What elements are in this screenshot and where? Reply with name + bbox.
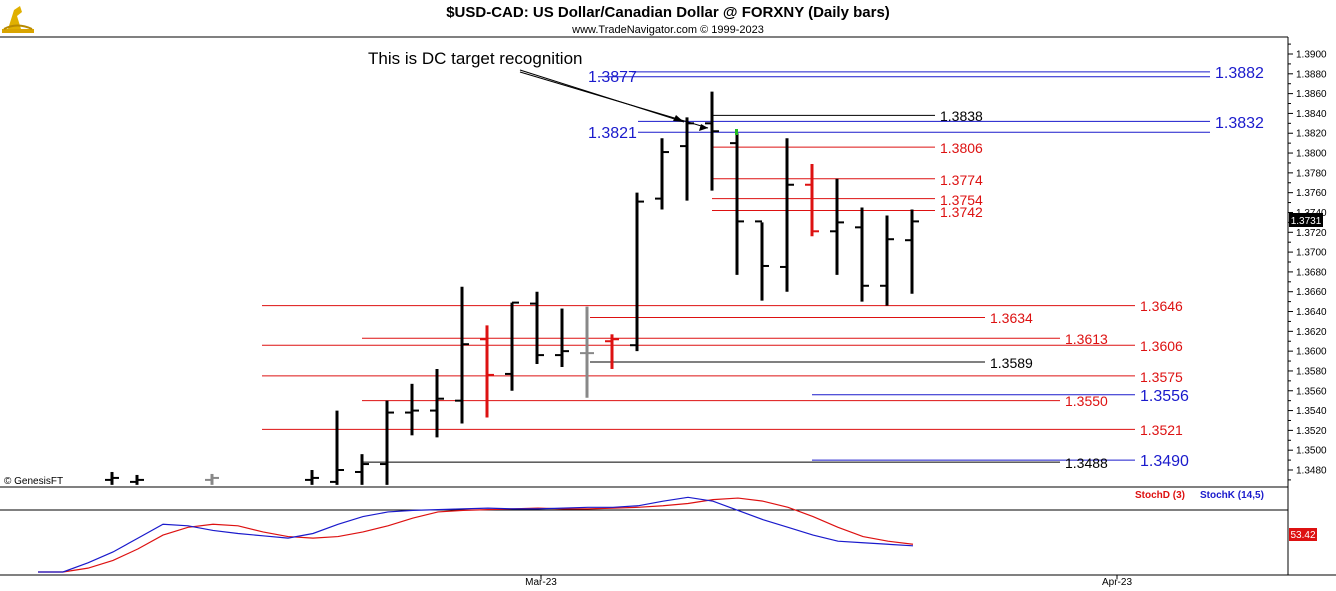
ohlc-bar xyxy=(630,192,644,352)
ohlc-bar xyxy=(455,286,469,424)
y-tick-label: 1.3900 xyxy=(1296,50,1327,61)
ohlc-bar xyxy=(705,91,719,191)
ohlc-bar xyxy=(505,301,519,391)
y-tick-label: 1.3700 xyxy=(1296,248,1327,259)
stochd-legend: StochD (3) xyxy=(1135,490,1185,501)
ohlc-bar xyxy=(530,291,544,365)
ohlc-bar xyxy=(805,163,819,237)
level-label: 1.3754 xyxy=(940,192,983,208)
y-tick-label: 1.3620 xyxy=(1296,327,1327,338)
ohlc-bar xyxy=(680,117,694,201)
ohlc-bar xyxy=(580,306,594,398)
x-label-mar: Mar-23 xyxy=(525,577,557,588)
y-tick-label: 1.3680 xyxy=(1296,267,1327,278)
stochd-line xyxy=(38,497,914,573)
level-label: 1.3838 xyxy=(940,108,983,124)
y-tick-label: 1.3540 xyxy=(1296,406,1327,417)
ohlc-bar xyxy=(605,334,619,369)
ohlc-bar xyxy=(905,209,919,294)
price-panel xyxy=(0,36,1336,576)
target-levels: 1.3882 1.3877 1.3838 1.3832 1.3821 1.3806 1.37… xyxy=(262,65,1264,471)
genesis-credit: © GenesisFT xyxy=(4,476,63,487)
y-tick-label: 1.3720 xyxy=(1296,228,1327,239)
indicator-last-badge: 53.42 xyxy=(1289,528,1317,541)
ohlc-bar xyxy=(405,383,419,436)
level-label: 1.3742 xyxy=(940,204,983,220)
ohlc-bar xyxy=(480,325,494,418)
ohlc-bar xyxy=(880,215,894,306)
y-tick-label: 1.3860 xyxy=(1296,89,1327,100)
level-label: 1.3634 xyxy=(990,310,1033,326)
y-tick-label: 1.3520 xyxy=(1296,426,1327,437)
y-tick-label: 1.3480 xyxy=(1296,466,1327,477)
stochk-legend: StochK (14,5) xyxy=(1200,490,1264,501)
ohlc-bar xyxy=(830,178,844,275)
ohlc-bar xyxy=(730,133,744,275)
level-label: 1.3832 xyxy=(1215,115,1264,132)
level-label: 1.3490 xyxy=(1140,453,1189,470)
level-label: 1.3877 xyxy=(588,69,637,86)
y-tick-label: 1.3640 xyxy=(1296,307,1327,318)
level-label: 1.3575 xyxy=(1140,369,1183,385)
y-tick-label: 1.3880 xyxy=(1296,69,1327,80)
stochastic-panel xyxy=(38,496,914,573)
level-label: 1.3606 xyxy=(1140,338,1183,354)
green-signal-marker xyxy=(735,129,738,135)
ohlc-bar xyxy=(355,454,369,485)
annotation-text: This is DC target recognition xyxy=(368,49,582,68)
trade-navigator-logo-icon xyxy=(2,6,34,33)
level-label: 1.3488 xyxy=(1065,455,1108,471)
y-tick-label: 1.3660 xyxy=(1296,287,1327,298)
y-tick-label: 1.3840 xyxy=(1296,109,1327,120)
level-label: 1.3589 xyxy=(990,355,1033,371)
level-label: 1.3556 xyxy=(1140,388,1189,405)
ohlc-bar xyxy=(130,474,144,485)
y-tick-label: 1.3600 xyxy=(1296,347,1327,358)
ohlc-bar xyxy=(305,470,319,485)
level-label: 1.3806 xyxy=(940,140,983,156)
indicator-last-value: 53.42 xyxy=(1290,530,1315,541)
price-y-axis: 1.3480 1.3500 1.3520 1.3540 1.3560 1.3580 1.36… xyxy=(1288,43,1327,481)
y-tick-label: 1.3820 xyxy=(1296,129,1327,140)
last-price-badge: 1.3731 xyxy=(1289,213,1323,227)
y-tick-label: 1.3800 xyxy=(1296,149,1327,160)
level-label: 1.3646 xyxy=(1140,298,1183,314)
x-label-apr: Apr-23 xyxy=(1102,577,1132,588)
ohlc-bars xyxy=(105,91,919,485)
y-tick-label: 1.3780 xyxy=(1296,168,1327,179)
chart-subtitle: www.TradeNavigator.com © 1999-2023 xyxy=(571,24,764,36)
ohlc-bar xyxy=(105,471,119,485)
y-tick-label: 1.3500 xyxy=(1296,446,1327,457)
ohlc-bar xyxy=(330,410,344,485)
ohlc-bar xyxy=(430,368,444,438)
ohlc-bar xyxy=(555,308,569,367)
y-tick-label: 1.3560 xyxy=(1296,386,1327,397)
level-label: 1.3613 xyxy=(1065,331,1108,347)
chart-title: $USD-CAD: US Dollar/Canadian Dollar @ FO… xyxy=(446,4,890,21)
last-price-label: 1.3731 xyxy=(1291,216,1322,227)
stochk-line xyxy=(38,496,914,573)
ohlc-bar xyxy=(380,400,394,485)
ohlc-bar xyxy=(855,207,869,302)
ohlc-bar xyxy=(655,138,669,210)
ohlc-bar xyxy=(205,473,219,485)
level-label: 1.3550 xyxy=(1065,393,1108,409)
level-label: 1.3774 xyxy=(940,172,983,188)
y-tick-label: 1.3580 xyxy=(1296,366,1327,377)
annotation: This is DC target recognition xyxy=(368,49,709,131)
ohlc-bar xyxy=(780,138,794,292)
y-tick-label: 1.3760 xyxy=(1296,188,1327,199)
ohlc-bar xyxy=(755,220,769,301)
annotation-arrowhead-1 xyxy=(673,115,684,122)
date-x-axis: Mar-23 Apr-23 xyxy=(525,577,1132,588)
level-label: 1.3521 xyxy=(1140,422,1183,438)
annotation-arrowhead-2 xyxy=(699,124,708,131)
level-label: 1.3821 xyxy=(588,125,637,142)
level-label: 1.3882 xyxy=(1215,65,1264,82)
